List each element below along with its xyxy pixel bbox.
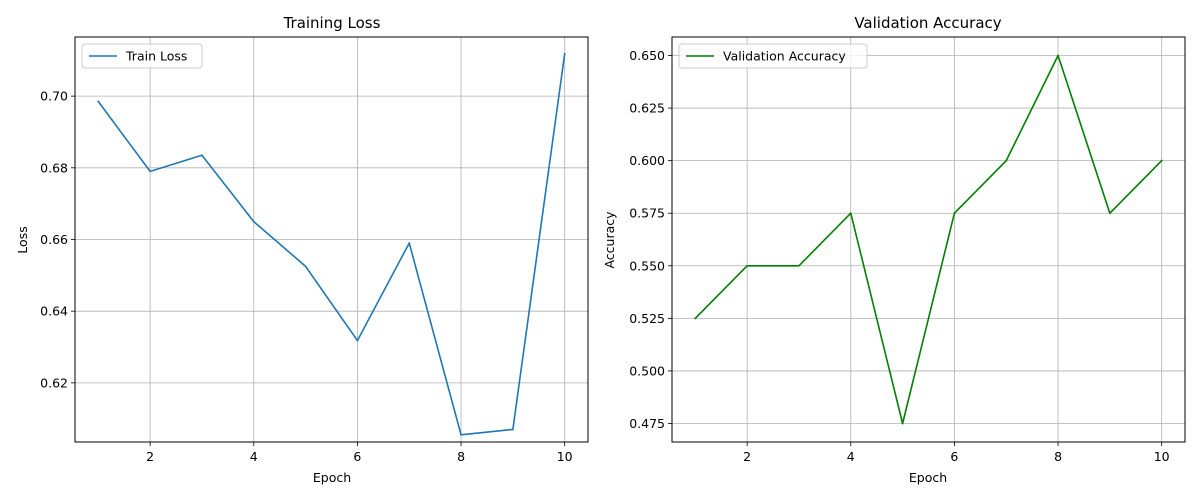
training-loss-axes-frame xyxy=(74,36,589,443)
validation-accuracy-legend-label: Validation Accuracy xyxy=(723,49,846,64)
validation-accuracy-x-tick-label: 4 xyxy=(847,449,855,464)
training-loss-data-point xyxy=(201,154,203,157)
validation-accuracy-y-tick-label: 0.625 xyxy=(629,101,665,116)
training-loss-panel: Training Loss Epoch Loss 2 4 6 8 10 0.62 0.64 0… xyxy=(15,14,589,485)
training-loss-title: Training Loss xyxy=(283,14,381,32)
validation-accuracy-y-tick-label: 0.500 xyxy=(629,363,665,378)
training-loss-x-axis-label: Epoch xyxy=(313,470,351,485)
training-loss-y-tick-label: 0.64 xyxy=(40,304,68,319)
validation-accuracy-data-point xyxy=(798,264,800,267)
validation-accuracy-data-point xyxy=(1005,159,1008,162)
training-loss-y-tick-label: 0.70 xyxy=(40,89,68,104)
training-loss-data-point xyxy=(511,428,514,431)
training-loss-x-tick-label: 4 xyxy=(250,449,258,464)
validation-accuracy-x-tick-label: 2 xyxy=(743,449,751,464)
validation-accuracy-legend: Validation Accuracy xyxy=(678,43,868,69)
training-loss-data-point xyxy=(149,170,152,173)
validation-accuracy-y-tick-label: 0.525 xyxy=(629,311,665,326)
validation-accuracy-panel: Validation Accuracy Epoch Accuracy 2 4 6 8 1… xyxy=(602,14,1186,485)
validation-accuracy-y-tick-label: 0.575 xyxy=(629,206,665,221)
validation-accuracy-x-axis-label: Epoch xyxy=(909,470,947,485)
validation-accuracy-data-point xyxy=(1160,159,1163,162)
validation-accuracy-legend-box xyxy=(678,43,868,69)
training-loss-data-point xyxy=(408,242,411,244)
training-loss-data-point xyxy=(460,433,462,436)
validation-accuracy-x-tick-label: 6 xyxy=(950,449,958,464)
training-loss-data-point xyxy=(97,100,100,103)
validation-accuracy-data-point xyxy=(1057,54,1059,57)
validation-accuracy-y-tick-label: 0.650 xyxy=(629,48,665,63)
training-loss-data-point xyxy=(252,220,255,223)
training-loss-legend-label: Train Loss xyxy=(125,49,187,64)
training-loss-y-tick-label: 0.66 xyxy=(40,232,68,247)
validation-accuracy-axes-frame xyxy=(671,36,1186,443)
training-loss-x-tick-label: 8 xyxy=(457,449,465,464)
validation-accuracy-data-point xyxy=(849,212,852,215)
validation-accuracy-data-point xyxy=(953,212,956,215)
validation-accuracy-y-tick-label: 0.600 xyxy=(629,153,665,168)
validation-accuracy-y-tick-label: 0.475 xyxy=(629,416,665,431)
training-loss-x-tick-label: 6 xyxy=(353,449,361,464)
training-loss-data-point xyxy=(304,265,307,268)
validation-accuracy-data-point xyxy=(1108,212,1111,215)
training-loss-legend: Train Loss xyxy=(81,43,203,69)
validation-accuracy-y-axis-label: Accuracy xyxy=(602,211,617,269)
training-loss-y-axis-label: Loss xyxy=(15,226,30,253)
validation-accuracy-x-tick-label: 8 xyxy=(1054,449,1062,464)
validation-accuracy-data-point xyxy=(694,317,697,320)
validation-accuracy-data-point xyxy=(746,264,749,267)
validation-accuracy-x-tick-label: 10 xyxy=(1154,449,1170,464)
training-loss-x-tick-label: 2 xyxy=(146,449,154,464)
training-loss-series-line xyxy=(97,52,566,436)
validation-accuracy-y-tick-label: 0.550 xyxy=(629,258,665,273)
training-loss-x-tick-label: 10 xyxy=(557,449,573,464)
validation-accuracy-title: Validation Accuracy xyxy=(854,14,1001,32)
training-loss-y-tick-label: 0.62 xyxy=(40,375,68,390)
training-loss-data-point xyxy=(356,339,359,342)
training-loss-data-point xyxy=(563,52,566,55)
validation-accuracy-series-line xyxy=(694,54,1163,425)
validation-accuracy-data-point xyxy=(901,422,904,425)
training-loss-y-tick-label: 0.68 xyxy=(40,160,68,175)
training-loss-legend-box xyxy=(81,43,203,69)
